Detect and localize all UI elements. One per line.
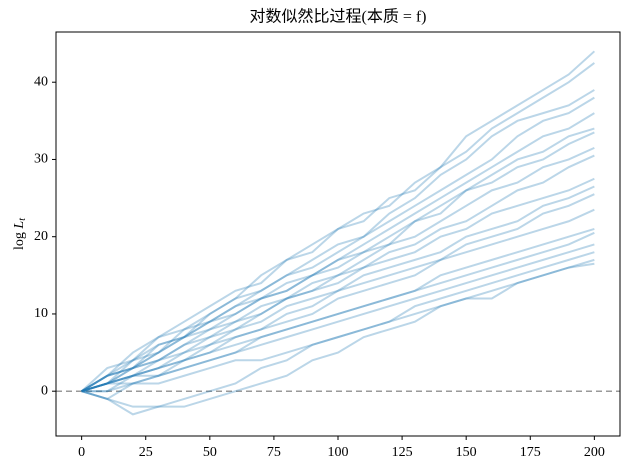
series-line [81, 193, 595, 393]
series-line [81, 127, 595, 393]
x-tick-label: 200 [584, 445, 605, 460]
series-line [81, 177, 595, 393]
y-tick-label: 30 [34, 152, 48, 167]
y-axis-label: log Lt [12, 218, 28, 250]
x-tick-label: 150 [456, 445, 477, 460]
series-line [81, 231, 595, 401]
x-tick-label: 175 [520, 445, 541, 460]
x-tick-label: 50 [203, 445, 217, 460]
series-line [81, 112, 595, 393]
plot-frame [55, 31, 621, 437]
series-line [81, 262, 595, 393]
series-line [81, 131, 595, 393]
y-label-var: L [12, 221, 27, 230]
x-tick-label: 75 [267, 445, 281, 460]
series-line [81, 89, 595, 393]
y-label-text: log [12, 232, 27, 250]
y-tick-label: 10 [34, 306, 48, 321]
series-line [81, 146, 595, 393]
series-line [81, 154, 595, 393]
x-tick-label: 100 [328, 445, 349, 460]
x-tick-label: 125 [392, 445, 413, 460]
series-line [81, 251, 595, 408]
x-tick-label: 0 [78, 445, 85, 460]
series-line [80, 62, 595, 392]
series-line [81, 96, 595, 393]
y-tick-label: 0 [41, 383, 48, 398]
series-line [81, 243, 595, 393]
series-line [81, 208, 595, 393]
y-tick-label: 20 [34, 229, 48, 244]
series-line [81, 228, 595, 393]
y-tick-label: 40 [34, 74, 48, 89]
y-label-sub: t [17, 218, 28, 221]
x-tick-label: 25 [139, 445, 153, 460]
series-line [81, 258, 595, 416]
chart-title: 对数似然比过程(本质 = f) [249, 8, 426, 26]
series-line [81, 50, 596, 393]
series-line [81, 185, 595, 393]
